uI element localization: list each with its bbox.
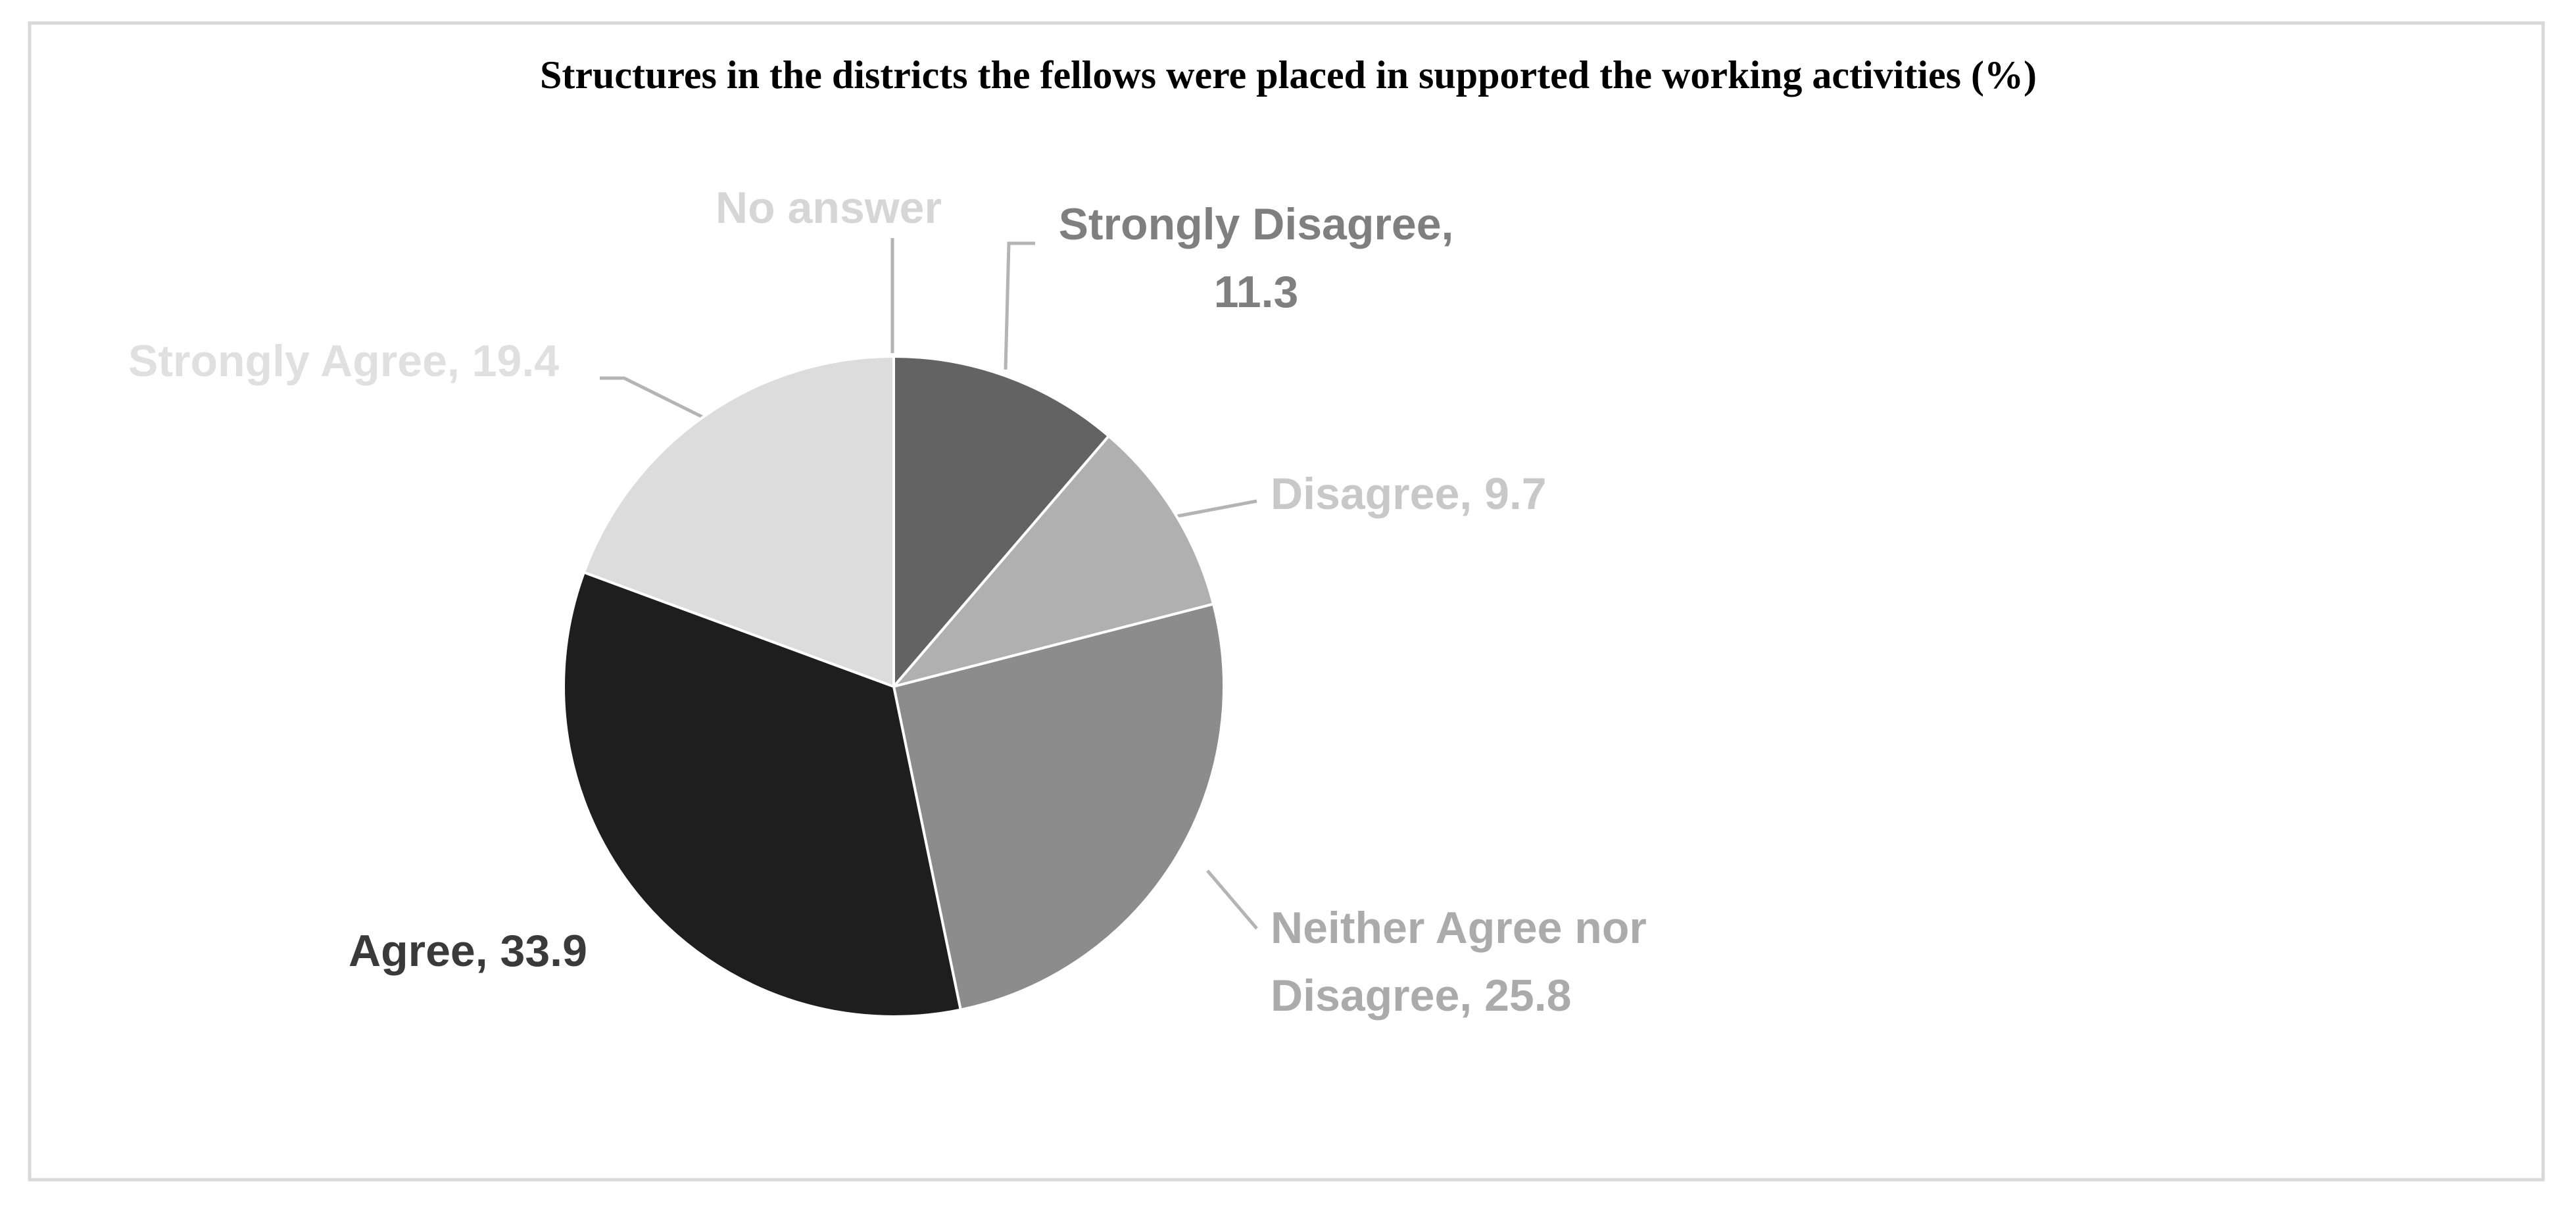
chart-border: [28, 21, 2545, 1182]
label-category: Agree: [349, 926, 475, 976]
label-category: Disagree: [1271, 469, 1460, 519]
label-value: , 19.4: [447, 336, 560, 386]
label-category: Strongly Agree: [128, 336, 447, 386]
pie: [562, 354, 1225, 1018]
label-value: , 25.8: [1459, 971, 1572, 1021]
chart-title: Structures in the districts the fellows …: [540, 53, 2037, 97]
pie-slice: [892, 354, 1111, 690]
data-label: No answer: [677, 174, 980, 242]
data-label: Strongly Agree, 19.4: [128, 327, 654, 395]
pie-slice: [892, 602, 1225, 1011]
leader-line: [1206, 869, 1258, 930]
label-value: , 11.3: [1213, 199, 1454, 317]
leader-line: [1169, 499, 1257, 519]
data-label: Agree, 33.9: [349, 917, 743, 985]
label-value: , 33.9: [475, 926, 587, 976]
label-value: , 9.7: [1459, 469, 1547, 519]
label-category: Neither Agree nor Disagree: [1271, 903, 1647, 1021]
data-label: Strongly Disagree, 11.3: [1026, 191, 1486, 326]
leader-lines: [600, 238, 1258, 930]
leader-line: [1004, 241, 1035, 370]
data-label: Disagree, 9.7: [1271, 460, 1731, 528]
label-category: No answer: [716, 183, 942, 233]
data-label: Neither Agree nor Disagree, 25.8: [1271, 894, 1705, 1030]
pie-slice: [562, 570, 963, 1018]
label-category: Strongly Disagree: [1058, 199, 1442, 249]
leader-line: [600, 376, 708, 421]
pie-slice: [582, 354, 895, 689]
